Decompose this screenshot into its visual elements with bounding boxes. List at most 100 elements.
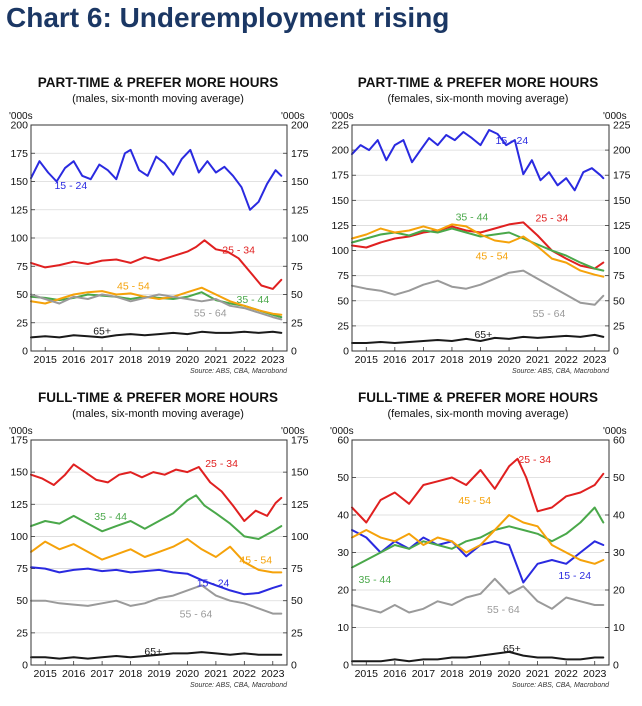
x-tick-label: 2015: [34, 354, 58, 366]
y-tick-label-left: 125: [331, 220, 349, 232]
chart-panel-1: PART-TIME & PREFER MORE HOURS (males, six…: [9, 75, 309, 375]
x-tick-label: 2018: [440, 668, 464, 680]
series-label: 45 - 54: [239, 555, 272, 567]
y-tick-label-right: 30: [613, 547, 625, 559]
series-label: 35 - 44: [358, 574, 391, 586]
y-tick-label-right: 125: [291, 499, 309, 511]
x-tick-label: 2022: [233, 668, 257, 680]
series-label: 65+: [144, 646, 162, 658]
y-tick-label-left: 200: [331, 145, 349, 157]
series-label: 15 - 24: [558, 570, 591, 582]
x-tick-label: 2020: [497, 668, 521, 680]
y-tick-label-right: 0: [291, 346, 297, 358]
series-line-65+: [30, 330, 283, 339]
y-tick-label-right: 40: [613, 510, 625, 522]
y-tick-label-left: 175: [331, 170, 349, 182]
series-label: 55 - 64: [533, 308, 566, 320]
series-label: 35 - 44: [94, 511, 127, 523]
x-tick-label: 2023: [583, 354, 607, 366]
x-tick-label: 2020: [497, 354, 521, 366]
y-tick-label-left: 60: [337, 435, 349, 447]
y-tick-label-left: 225: [331, 120, 349, 132]
y-tick-label-right: 50: [291, 289, 303, 301]
source-note: Source: ABS, CBA, Macrobond: [512, 682, 610, 689]
x-tick-label: 2022: [233, 354, 257, 366]
plot-frame: [30, 124, 288, 352]
series-label: 35 - 44: [456, 211, 489, 223]
y-tick-label-left: 0: [22, 660, 28, 672]
x-tick-label: 2020: [176, 668, 200, 680]
x-tick-label: 2021: [526, 668, 550, 680]
series-line-25-34: [30, 463, 283, 522]
y-tick-label-left: 10: [337, 622, 349, 634]
x-tick-label: 2018: [119, 354, 143, 366]
series-line-65+: [351, 333, 605, 344]
series-line-65+: [351, 650, 605, 663]
unit-right: '000s: [603, 111, 627, 122]
x-tick-label: 2015: [355, 354, 379, 366]
y-tick-label-right: 75: [291, 261, 303, 273]
y-tick-label-right: 0: [291, 660, 297, 672]
y-tick-label-right: 200: [613, 145, 631, 157]
y-tick-label-right: 75: [291, 563, 303, 575]
series-label: 25 - 34: [205, 458, 238, 470]
y-tick-label-left: 0: [22, 346, 28, 358]
page-title: Chart 6: Underemployment rising: [6, 2, 450, 33]
series-line-45-54: [351, 223, 605, 278]
series-line-35-44: [351, 506, 605, 569]
y-tick-label-right: 150: [613, 195, 631, 207]
y-tick-label-right: 10: [613, 622, 625, 634]
y-tick-label-right: 125: [291, 204, 309, 216]
chart-panel-3: FULL-TIME & PREFER MORE HOURS (males, six…: [9, 390, 309, 689]
x-tick-label: 2015: [355, 668, 379, 680]
series-line-25-34: [351, 221, 605, 270]
unit-left: '000s: [9, 426, 33, 437]
unit-right: '000s: [281, 111, 305, 122]
series-line-15-24: [30, 566, 283, 596]
x-tick-label: 2023: [261, 354, 285, 366]
unit-left: '000s: [9, 111, 33, 122]
chart-title: PART-TIME & PREFER MORE HOURS: [38, 75, 279, 90]
y-tick-label-right: 25: [291, 627, 303, 639]
series-line-45-54: [351, 514, 605, 565]
y-tick-label-left: 50: [337, 472, 349, 484]
series-label: 55 - 64: [487, 604, 520, 616]
series-label: 15 - 24: [54, 180, 87, 192]
y-tick-label-right: 25: [613, 320, 625, 332]
plot-frame: [351, 439, 610, 666]
series-line-55-64: [351, 577, 605, 614]
y-tick-label-left: 25: [16, 627, 28, 639]
series-label: 25 - 34: [222, 244, 255, 256]
plot-frame: [351, 124, 610, 352]
series-line-35-44: [351, 227, 605, 272]
series-line-25-34: [30, 239, 283, 290]
chart-title: FULL-TIME & PREFER MORE HOURS: [358, 390, 598, 405]
y-tick-label-right: 175: [291, 435, 309, 447]
chart-panel-4: FULL-TIME & PREFER MORE HOURS (females, s…: [330, 390, 627, 689]
x-tick-label: 2018: [440, 354, 464, 366]
x-tick-label: 2023: [261, 668, 285, 680]
y-tick-label-right: 75: [613, 270, 625, 282]
x-tick-label: 2016: [62, 668, 86, 680]
y-tick-label-right: 150: [291, 467, 309, 479]
source-note: Source: ABS, CBA, Macrobond: [190, 682, 288, 689]
x-tick-label: 2019: [469, 354, 493, 366]
y-tick-label-right: 0: [613, 660, 619, 672]
y-tick-label-left: 25: [16, 317, 28, 329]
chart-subtitle: (females, six-month moving average): [388, 93, 569, 105]
y-tick-label-right: 150: [291, 176, 309, 188]
source-note: Source: ABS, CBA, Macrobond: [190, 368, 288, 375]
y-tick-label-right: 125: [613, 220, 631, 232]
y-tick-label-right: 100: [291, 233, 309, 245]
y-tick-label-left: 25: [337, 320, 349, 332]
series-label: 15 - 24: [197, 578, 230, 590]
y-tick-label-right: 100: [613, 245, 631, 257]
series-label: 25 - 34: [536, 212, 569, 224]
x-tick-label: 2016: [383, 668, 407, 680]
unit-right: '000s: [603, 426, 627, 437]
y-tick-label-left: 100: [10, 531, 28, 543]
series-label: 45 - 54: [476, 251, 509, 263]
y-tick-label-left: 50: [16, 289, 28, 301]
series-label: 65+: [93, 326, 111, 338]
chart-subtitle: (males, six-month moving average): [72, 408, 244, 420]
